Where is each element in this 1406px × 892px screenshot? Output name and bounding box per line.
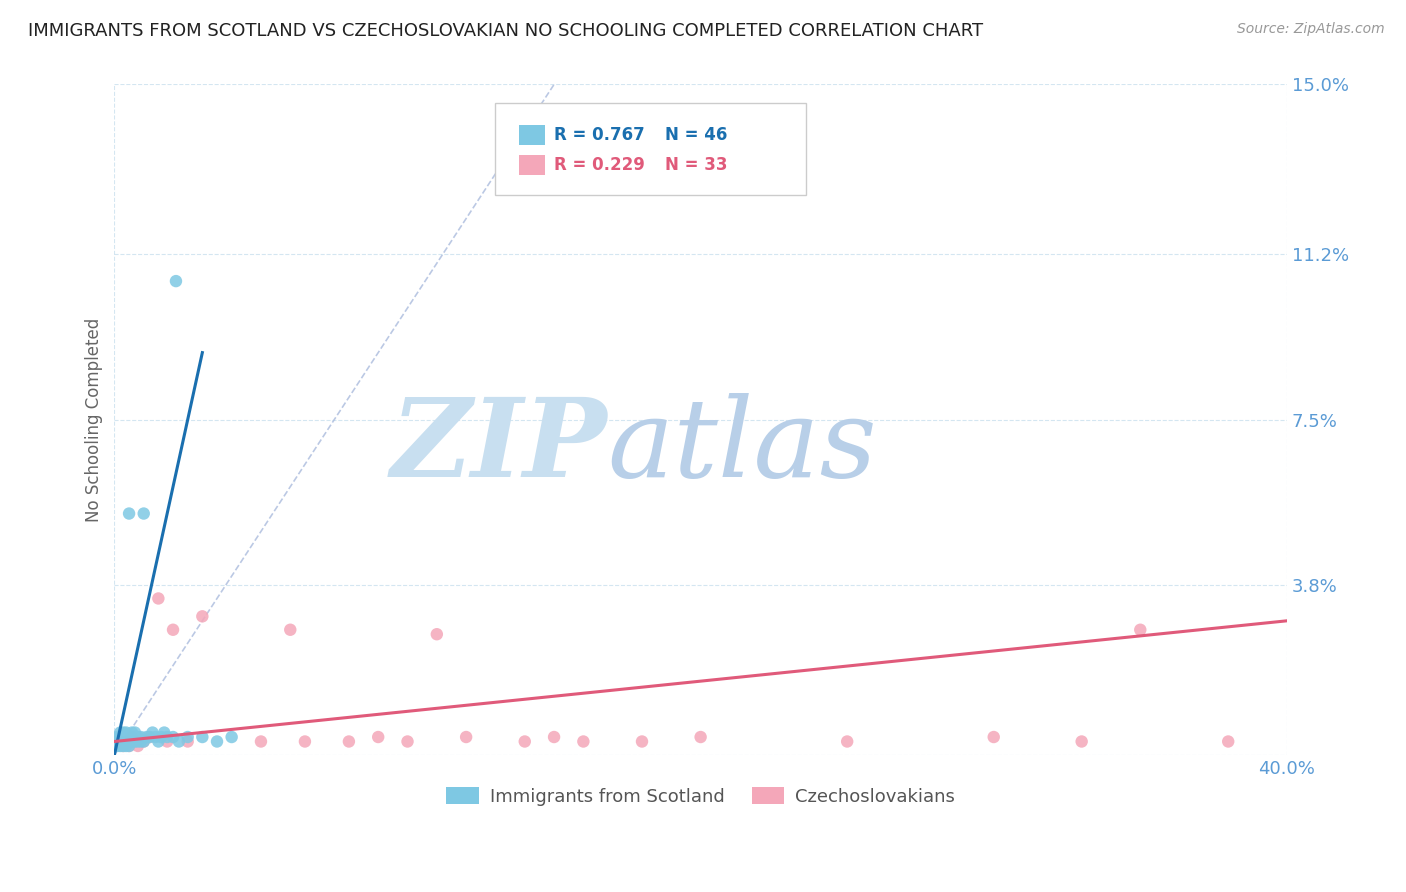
Point: [118, 734, 141, 748]
Point: [456, 730, 478, 744]
Point: [513, 734, 536, 748]
Text: N = 46: N = 46: [665, 126, 728, 144]
Point: [153, 725, 176, 739]
Point: [191, 730, 214, 744]
Text: ZIP: ZIP: [391, 392, 607, 500]
Point: [278, 623, 301, 637]
Point: [132, 734, 155, 748]
Point: [127, 739, 149, 753]
Point: [127, 734, 149, 748]
Point: [572, 734, 595, 748]
Point: [124, 725, 146, 739]
Point: [150, 730, 173, 744]
Point: [1070, 734, 1092, 748]
Text: Source: ZipAtlas.com: Source: ZipAtlas.com: [1237, 22, 1385, 37]
Point: [689, 730, 711, 744]
Point: [138, 730, 160, 744]
Point: [367, 730, 389, 744]
Point: [162, 730, 184, 744]
Point: [156, 734, 179, 748]
Text: atlas: atlas: [607, 392, 876, 500]
Point: [631, 734, 654, 748]
Point: [127, 730, 149, 744]
Point: [837, 734, 859, 748]
Point: [118, 739, 141, 753]
Point: [129, 730, 152, 744]
Point: [983, 730, 1005, 744]
Point: [191, 609, 214, 624]
Point: [121, 730, 143, 744]
Point: [426, 627, 449, 641]
Point: [135, 730, 157, 744]
Point: [110, 734, 132, 748]
Point: [121, 730, 143, 744]
Point: [118, 507, 141, 521]
Point: [124, 734, 146, 748]
Text: R = 0.229: R = 0.229: [554, 156, 645, 174]
Point: [105, 734, 128, 748]
Text: R = 0.767: R = 0.767: [554, 126, 645, 144]
Point: [167, 734, 190, 748]
Point: [105, 730, 128, 744]
Point: [115, 725, 138, 739]
Point: [205, 734, 228, 748]
Point: [294, 734, 316, 748]
Point: [148, 734, 170, 748]
Point: [112, 734, 135, 748]
Point: [115, 739, 138, 753]
Point: [1129, 623, 1152, 637]
Point: [132, 734, 155, 748]
Point: [110, 739, 132, 753]
Point: [110, 734, 132, 748]
Point: [129, 734, 152, 748]
Point: [112, 739, 135, 753]
FancyBboxPatch shape: [495, 103, 806, 195]
Text: N = 33: N = 33: [665, 156, 728, 174]
Point: [115, 734, 138, 748]
Point: [112, 730, 135, 744]
Point: [162, 623, 184, 637]
Point: [543, 730, 565, 744]
Point: [221, 730, 243, 744]
Point: [396, 734, 419, 748]
Point: [105, 734, 128, 748]
Point: [118, 730, 141, 744]
FancyBboxPatch shape: [519, 125, 544, 145]
Point: [115, 734, 138, 748]
Point: [165, 274, 187, 288]
Point: [132, 507, 155, 521]
Point: [115, 730, 138, 744]
Point: [121, 725, 143, 739]
Point: [141, 725, 163, 739]
Point: [156, 730, 179, 744]
Point: [124, 734, 146, 748]
Text: IMMIGRANTS FROM SCOTLAND VS CZECHOSLOVAKIAN NO SCHOOLING COMPLETED CORRELATION C: IMMIGRANTS FROM SCOTLAND VS CZECHOSLOVAK…: [28, 22, 983, 40]
Point: [112, 739, 135, 753]
Point: [1218, 734, 1240, 748]
Point: [105, 739, 128, 753]
Point: [145, 730, 167, 744]
Point: [148, 591, 170, 606]
Point: [112, 725, 135, 739]
FancyBboxPatch shape: [519, 155, 544, 175]
Point: [110, 730, 132, 744]
Y-axis label: No Schooling Completed: No Schooling Completed: [86, 318, 103, 522]
Point: [337, 734, 360, 748]
Point: [176, 734, 198, 748]
Point: [118, 739, 141, 753]
Point: [121, 734, 143, 748]
Point: [250, 734, 273, 748]
Point: [124, 730, 146, 744]
Point: [110, 725, 132, 739]
Point: [176, 730, 198, 744]
Legend: Immigrants from Scotland, Czechoslovakians: Immigrants from Scotland, Czechoslovakia…: [439, 780, 962, 813]
Point: [138, 730, 160, 744]
